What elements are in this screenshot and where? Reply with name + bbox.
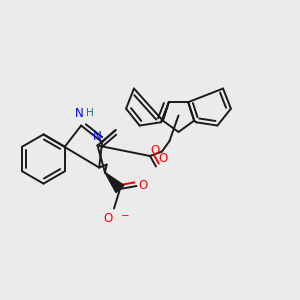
- Text: N: N: [75, 107, 84, 120]
- Text: O: O: [138, 178, 147, 192]
- Text: N: N: [93, 130, 102, 143]
- Text: H: H: [86, 108, 93, 118]
- Text: O: O: [150, 143, 160, 157]
- Text: O: O: [158, 152, 168, 165]
- Text: −: −: [121, 212, 129, 221]
- Polygon shape: [105, 172, 124, 193]
- Text: O: O: [103, 212, 112, 224]
